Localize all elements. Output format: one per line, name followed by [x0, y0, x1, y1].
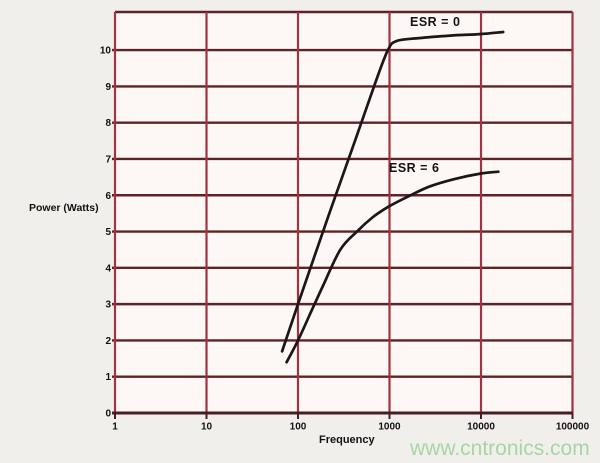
x-tick-label: 10: [201, 422, 213, 433]
series-label-esr-0: ESR = 0: [410, 15, 461, 29]
curves: [280, 30, 505, 364]
x-tick-label: 100: [290, 422, 307, 433]
y-axis-title: Power (Watts): [29, 202, 99, 214]
y-tick-label: 9: [105, 82, 111, 93]
y-tick-label: 1: [105, 372, 111, 383]
y-tick-label: 8: [105, 118, 111, 129]
x-tick-label: 1: [112, 422, 118, 433]
y-tick-label: 2: [105, 336, 111, 347]
y-tick-label: 4: [105, 263, 111, 274]
y-tick-label: 7: [105, 154, 111, 165]
curve-series-0: [280, 30, 505, 353]
watermark: www.cntronics.com: [410, 437, 590, 460]
x-tick-label: 100000: [556, 422, 590, 433]
x-tick-label: 10000: [467, 422, 495, 433]
plot-area: [115, 12, 573, 413]
y-tick-label: 10: [100, 46, 112, 57]
y-tick-label: 6: [105, 191, 111, 202]
y-tick-label: 0: [105, 409, 111, 420]
y-tick-label: 3: [105, 300, 111, 311]
y-tick-label: 5: [105, 227, 111, 238]
grid: [112, 10, 574, 419]
curve-series-1: [285, 170, 500, 364]
x-axis-title: Frequency: [319, 434, 375, 446]
series-label-esr-6: ESR = 6: [389, 161, 440, 175]
x-tick-label: 1000: [378, 422, 401, 433]
